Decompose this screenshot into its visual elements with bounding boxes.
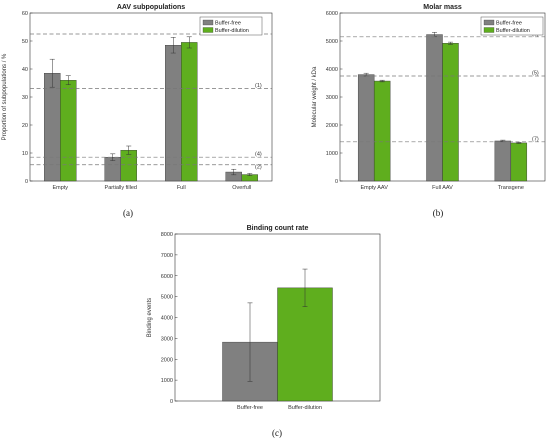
legend-label: Buffer-free: [215, 21, 241, 27]
legend-label: Buffer-dilution: [215, 28, 249, 34]
y-tick-label: 8000: [161, 232, 173, 238]
legend-swatch: [483, 27, 495, 33]
legend-label: Buffer-dilution: [496, 28, 530, 34]
x-tick-label: Partially filled: [105, 185, 137, 191]
y-tick-label: 6000: [326, 11, 338, 17]
legend-box: [199, 16, 263, 36]
bar-buffer-dilution: [510, 142, 528, 182]
figure-caption: (b): [433, 208, 444, 218]
bar-buffer-dilution: [373, 80, 391, 182]
y-tick-label: 2000: [161, 357, 173, 363]
x-tick-label: Transgene: [498, 185, 524, 191]
y-tick-label: 7000: [161, 253, 173, 259]
y-axis-label: Molecular weight / kDa: [312, 66, 318, 127]
x-tick-label: Full: [177, 185, 186, 191]
y-tick-label: 3000: [326, 95, 338, 101]
y-tick-label: 4000: [161, 316, 173, 322]
y-tick-label: 40: [22, 67, 28, 73]
bar-buffer-free: [494, 140, 512, 182]
y-tick-label: 1000: [161, 378, 173, 384]
bar-buffer-dilution: [181, 42, 198, 182]
y-tick-label: 1000: [326, 151, 338, 157]
reference-line-label: (2): [255, 164, 262, 170]
y-tick-label: 10: [22, 151, 28, 157]
chart-panel-a: AAV subpopulations 0 10 20 30 40 50 60 Proportio…: [2, 4, 273, 218]
bar-buffer-free: [426, 34, 443, 182]
y-tick-label: 3000: [161, 336, 173, 342]
chart-panel-b: Molar mass 0 1000 2000 3000 4000 5000 6000 Molec…: [312, 4, 546, 218]
legend-swatch: [202, 19, 214, 26]
bar-buffer-dilution: [442, 43, 459, 182]
x-tick-label: Empty AAV: [360, 185, 388, 191]
y-tick-label: 20: [22, 123, 28, 129]
reference-line-label: (1): [255, 83, 262, 89]
x-tick-label: Full AAV: [432, 185, 453, 191]
y-tick-label: 0: [170, 399, 173, 405]
bar-buffer-dilution: [60, 79, 77, 182]
chart-title: AAV subpopulations: [117, 4, 185, 11]
reference-line-label: (5): [532, 71, 539, 77]
x-tick-label: Empty: [52, 185, 68, 191]
x-tick-label: Buffer-free: [237, 405, 263, 411]
x-tick-label: Buffer-dilution: [288, 405, 322, 411]
chart-title: Binding count rate: [247, 225, 309, 232]
y-tick-label: 5000: [161, 295, 173, 301]
y-axis-label: Binding events: [147, 298, 153, 337]
chart-panel-c: Binding count rate 0 1000 2000 3000 4000 5000 6…: [147, 225, 381, 438]
bar-buffer-dilution: [120, 149, 137, 182]
y-tick-label: 4000: [326, 67, 338, 73]
chart-title: Molar mass: [423, 4, 462, 11]
legend-box: [480, 16, 544, 36]
reference-line-label: (7): [532, 136, 539, 142]
y-tick-label: 60: [22, 11, 28, 17]
y-tick-label: 6000: [161, 274, 173, 280]
y-tick-label: 30: [22, 95, 28, 101]
reference-line-label: (4): [255, 152, 262, 158]
bar-buffer-free: [357, 74, 375, 182]
legend-label: Buffer-free: [496, 21, 522, 27]
y-tick-label: 0: [25, 179, 28, 185]
y-tick-label: 5000: [326, 39, 338, 45]
y-tick-label: 50: [22, 39, 28, 45]
legend-swatch: [483, 19, 495, 26]
y-tick-label: 0: [335, 179, 338, 185]
y-axis-label: Proportion of subpopulations / %: [2, 53, 8, 140]
figure-caption: (c): [272, 428, 282, 438]
x-tick-label: Overfull: [232, 185, 251, 191]
legend-swatch: [202, 27, 214, 33]
bar-buffer-free: [165, 45, 182, 182]
y-tick-label: 2000: [326, 123, 338, 129]
figure-caption: (a): [123, 208, 133, 218]
